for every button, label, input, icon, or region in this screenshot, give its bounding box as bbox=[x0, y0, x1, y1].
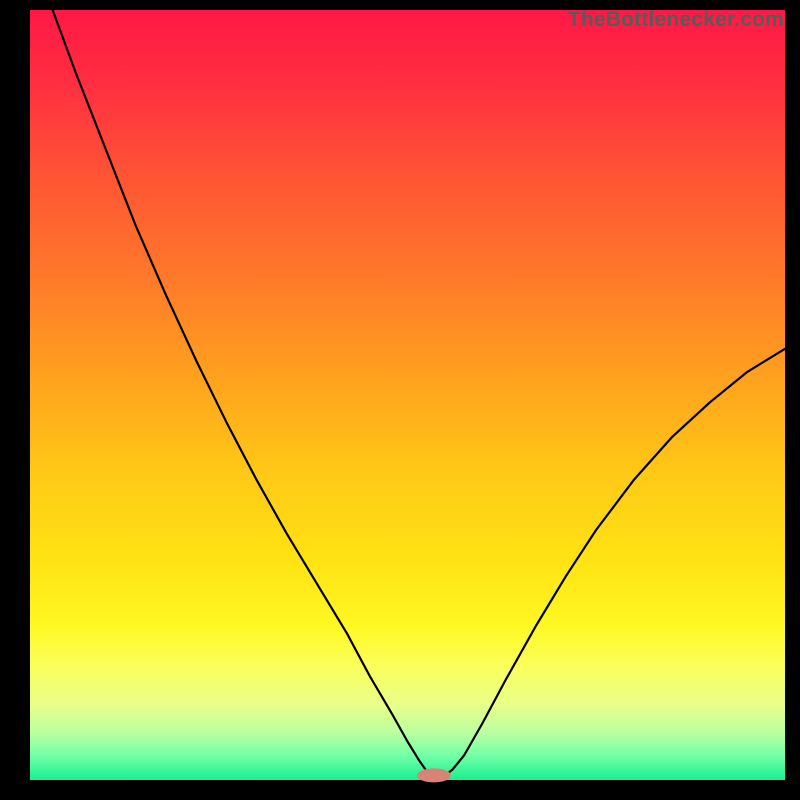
bottleneck-chart bbox=[0, 0, 800, 800]
plot-background bbox=[30, 10, 785, 780]
watermark-text: TheBottlenecker.com bbox=[568, 8, 784, 32]
optimal-point-marker bbox=[417, 768, 451, 782]
chart-frame: TheBottlenecker.com bbox=[0, 0, 800, 800]
